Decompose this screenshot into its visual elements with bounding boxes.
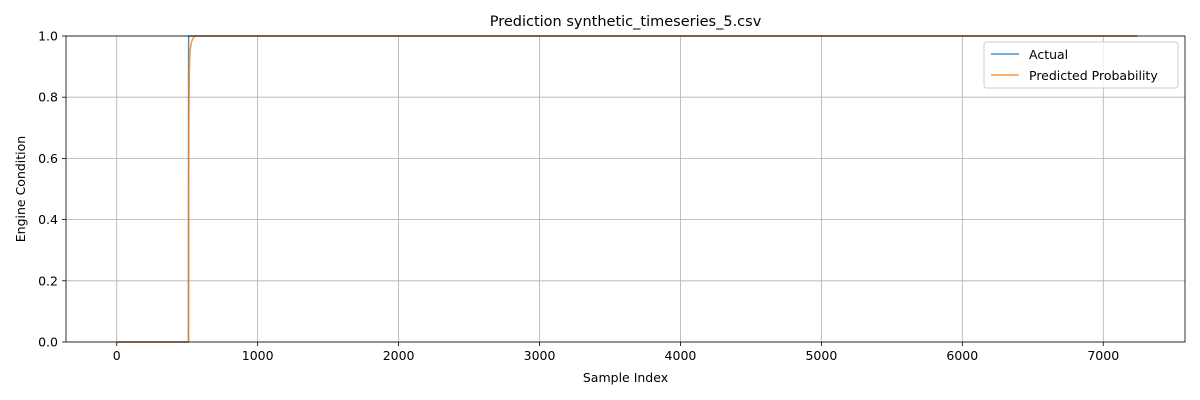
y-tick-label: 0.4 xyxy=(38,212,58,227)
x-tick-label: 2000 xyxy=(383,348,415,363)
x-tick-label: 7000 xyxy=(1087,348,1119,363)
x-tick-label: 3000 xyxy=(524,348,556,363)
legend: Actual Predicted Probability xyxy=(983,41,1179,89)
x-tick-label: 6000 xyxy=(946,348,978,363)
x-tick-label: 1000 xyxy=(242,348,274,363)
y-axis-label: Engine Condition xyxy=(13,136,28,242)
x-axis-label: Sample Index xyxy=(583,370,668,385)
x-tick-label: 5000 xyxy=(805,348,837,363)
x-tick-label: 0 xyxy=(113,348,121,363)
y-tick-label: 0.8 xyxy=(38,90,58,105)
y-tick-label: 0.2 xyxy=(38,273,58,288)
legend-label-predicted: Predicted Probability xyxy=(1029,68,1158,83)
y-tick-label: 0.6 xyxy=(38,151,58,166)
plot-frame xyxy=(65,35,1186,343)
x-tick-label: 4000 xyxy=(665,348,697,363)
legend-box xyxy=(983,41,1179,89)
chart-title: Prediction synthetic_timeseries_5.csv xyxy=(490,14,762,30)
y-tick-label: 0.0 xyxy=(38,335,58,350)
x-axis-ticks: 0 1000 2000 3000 4000 5000 6000 7000 xyxy=(113,342,1119,363)
y-tick-label: 1.0 xyxy=(38,29,58,44)
y-axis-ticks: 0.0 0.2 0.4 0.6 0.8 1.0 xyxy=(38,29,66,350)
legend-label-actual: Actual xyxy=(1029,47,1068,62)
